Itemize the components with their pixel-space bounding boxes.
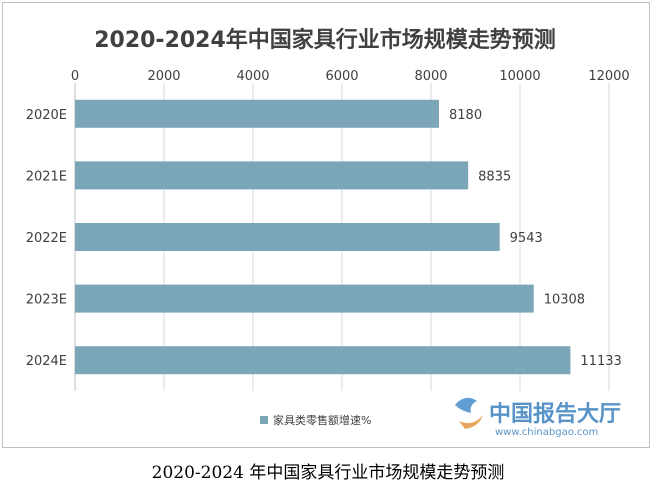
legend: 家具类零售额增速% [260, 413, 371, 427]
category-label: 2021E [26, 169, 67, 184]
watermark-logo: 中国报告大厅 www.chinabgao.com [455, 397, 621, 438]
x-tick-label: 10000 [499, 69, 540, 84]
watermark-emblem-icon [455, 397, 483, 429]
data-labels: 8180 8835 9543 10308 11133 [449, 108, 622, 369]
chart-frame: 2020-2024年中国家具行业市场规模走势预测 0 2000 4000 6000 80… [2, 2, 650, 448]
category-label: 2020E [26, 108, 67, 123]
watermark-text: 中国报告大厅 [489, 402, 621, 427]
watermark-url: www.chinabgao.com [495, 427, 598, 438]
x-tick-label: 4000 [236, 69, 269, 84]
bar-chart: 2020-2024年中国家具行业市场规模走势预测 0 2000 4000 6000 80… [26, 27, 630, 438]
x-tick-label: 12000 [588, 69, 629, 84]
data-label: 10308 [544, 293, 585, 308]
data-label: 9543 [510, 231, 543, 246]
category-label: 2023E [26, 293, 67, 308]
data-label: 8180 [449, 108, 482, 123]
x-tick-label: 6000 [325, 69, 358, 84]
legend-swatch [260, 416, 268, 424]
bar [75, 161, 469, 190]
category-labels: 2020E 2021E 2022E 2023E 2024E [26, 108, 67, 369]
bar [75, 346, 571, 375]
x-tick-label: 0 [71, 69, 79, 84]
x-tick-label: 2000 [147, 69, 180, 84]
chart-title: 2020-2024年中国家具行业市场规模走势预测 [94, 27, 556, 53]
figure-caption: 2020-2024 年中国家具行业市场规模走势预测 [151, 463, 505, 483]
x-axis-ticks: 0 2000 4000 6000 8000 10000 12000 [71, 69, 630, 84]
x-tick-label: 8000 [414, 69, 447, 84]
bar [75, 223, 500, 251]
bars [75, 99, 571, 375]
legend-label: 家具类零售额增速% [273, 413, 371, 427]
data-label: 11133 [580, 354, 621, 369]
bar [75, 284, 534, 313]
category-label: 2024E [26, 354, 67, 369]
data-label: 8835 [478, 169, 511, 184]
bar [75, 99, 440, 128]
category-label: 2022E [26, 231, 67, 246]
